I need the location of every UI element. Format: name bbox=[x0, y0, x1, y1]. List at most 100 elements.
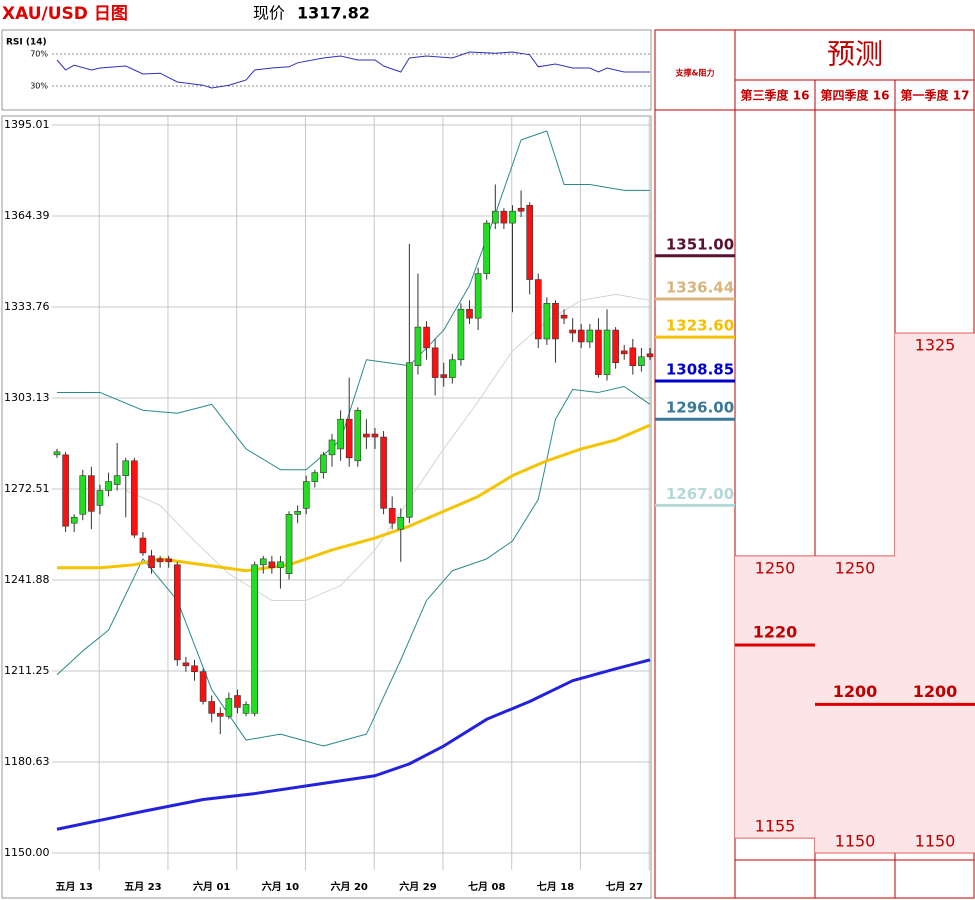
x-tick-label: 七月 08 bbox=[468, 880, 505, 893]
level-label: 1296.00 bbox=[666, 399, 734, 417]
candle-body bbox=[131, 460, 138, 536]
high-label: 1250 bbox=[835, 558, 876, 577]
y-tick-label: 1241.88 bbox=[4, 573, 50, 586]
candle-body bbox=[534, 279, 542, 340]
candle-body bbox=[216, 713, 224, 717]
x-tick-label: 五月 23 bbox=[124, 881, 161, 893]
indicator-line bbox=[56, 386, 651, 747]
candle-body bbox=[474, 273, 482, 319]
candle-body bbox=[363, 433, 370, 438]
candle-body bbox=[337, 418, 344, 450]
levels-title: 支撑&阻力 bbox=[675, 68, 715, 78]
target-label: 1220 bbox=[753, 623, 798, 642]
forecast-range bbox=[895, 333, 975, 853]
level-label: 1323.60 bbox=[666, 317, 734, 335]
rsi-line bbox=[56, 51, 650, 89]
candle-body bbox=[354, 409, 362, 462]
y-tick-label: 1395.01 bbox=[4, 118, 50, 131]
rsi-tick-label: 30% bbox=[30, 82, 48, 91]
y-tick-label: 1364.39 bbox=[4, 209, 50, 222]
low-label: 1155 bbox=[755, 817, 796, 836]
candle-body bbox=[569, 329, 576, 334]
candle-body bbox=[259, 558, 267, 566]
candle-body bbox=[517, 207, 525, 212]
high-label: 1250 bbox=[755, 558, 796, 577]
candle-body bbox=[560, 314, 568, 319]
rsi-title: RSI (14) bbox=[6, 38, 47, 48]
chart-title: XAU/USD 日图 bbox=[2, 4, 128, 24]
candle-body bbox=[612, 329, 619, 364]
price-label: 现价 bbox=[253, 4, 285, 23]
indicator-line bbox=[125, 293, 651, 601]
candle-body bbox=[449, 359, 456, 378]
x-tick-label: 七月 18 bbox=[537, 880, 574, 893]
indicator-line bbox=[56, 658, 651, 831]
candle-body bbox=[174, 564, 181, 661]
level-label: 1267.00 bbox=[666, 485, 734, 503]
candle-body bbox=[491, 210, 499, 224]
candle-body bbox=[483, 222, 491, 274]
candle-body bbox=[345, 418, 353, 459]
rsi-tick-label: 70% bbox=[30, 50, 48, 59]
candle-body bbox=[595, 329, 602, 375]
quarter-label: 第一季度 17 bbox=[901, 88, 970, 103]
candle-body bbox=[139, 537, 147, 554]
candle-body bbox=[79, 475, 87, 515]
candle-body bbox=[500, 210, 508, 224]
candle-body bbox=[165, 558, 173, 563]
y-tick-label: 1180.63 bbox=[4, 755, 50, 768]
candle-body bbox=[457, 308, 465, 361]
low-label: 1150 bbox=[835, 832, 876, 851]
candle-body bbox=[552, 303, 559, 340]
x-tick-label: 五月 13 bbox=[55, 881, 92, 893]
candle-body bbox=[268, 561, 276, 569]
candle-body bbox=[638, 356, 645, 367]
candle-body bbox=[577, 329, 585, 343]
target-label: 1200 bbox=[913, 682, 958, 701]
candle-body bbox=[285, 513, 293, 574]
candle-body bbox=[603, 329, 611, 375]
candle-body bbox=[234, 695, 241, 708]
quarter-label: 第三季度 16 bbox=[741, 88, 810, 103]
candle-body bbox=[320, 454, 327, 473]
quarter-label: 第四季度 16 bbox=[821, 88, 890, 103]
candle-body bbox=[311, 472, 319, 482]
candle-body bbox=[440, 374, 448, 378]
candle-body bbox=[191, 665, 198, 673]
candle-body bbox=[148, 555, 155, 569]
candle-body bbox=[242, 704, 250, 714]
y-tick-label: 1150.00 bbox=[4, 846, 50, 859]
y-tick-label: 1303.13 bbox=[4, 391, 50, 404]
low-label: 1150 bbox=[915, 832, 956, 851]
candle-body bbox=[646, 353, 654, 358]
candle-body bbox=[199, 671, 207, 702]
forecast-range bbox=[735, 555, 815, 839]
target-label: 1200 bbox=[833, 682, 878, 701]
y-tick-label: 1333.76 bbox=[4, 300, 50, 313]
candle-body bbox=[70, 516, 78, 524]
x-tick-label: 六月 29 bbox=[399, 880, 436, 893]
x-tick-label: 七月 27 bbox=[606, 880, 643, 893]
candle-body bbox=[526, 204, 533, 280]
rsi-frame bbox=[1, 29, 652, 111]
candle-body bbox=[431, 347, 439, 378]
candle-body bbox=[182, 662, 190, 667]
candle-body bbox=[423, 326, 430, 349]
level-label: 1351.00 bbox=[666, 235, 734, 253]
candle-body bbox=[328, 439, 336, 456]
candle-body bbox=[294, 510, 301, 515]
candle-body bbox=[122, 460, 130, 476]
candle-body bbox=[53, 451, 61, 456]
candle-body bbox=[509, 210, 516, 224]
x-tick-label: 六月 20 bbox=[330, 880, 367, 893]
candle-body bbox=[414, 326, 422, 367]
level-label: 1336.44 bbox=[666, 279, 734, 297]
candle-body bbox=[302, 481, 310, 509]
candle-body bbox=[620, 350, 628, 355]
candle-body bbox=[586, 329, 594, 343]
candle-body bbox=[208, 701, 216, 714]
price-value: 1317.82 bbox=[297, 4, 370, 23]
candle-body bbox=[113, 475, 121, 485]
y-tick-label: 1272.51 bbox=[4, 482, 50, 495]
